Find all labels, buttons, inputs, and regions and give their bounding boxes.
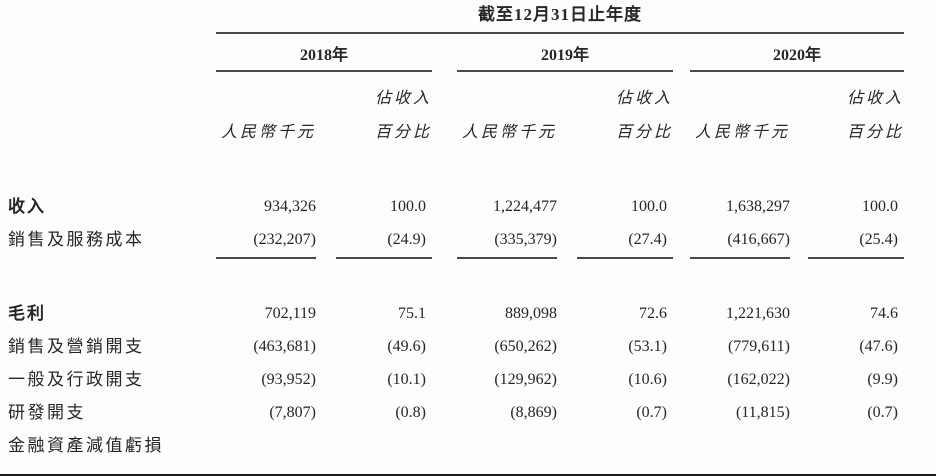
- pct-header-line2-2019: 百分比: [615, 124, 673, 141]
- year-header-row: 2018年 2019年 2020年: [0, 32, 904, 72]
- table-row-cost-of-sales: 銷售及服務成本 (232,207) (24.9) (335,379) (27.4…: [0, 229, 904, 259]
- year-header-2019: 2019年: [457, 32, 673, 72]
- amount-header-2019: 人民幣千元: [461, 124, 557, 141]
- amount-cell-2020: [690, 435, 790, 468]
- percent-cell-2019: (10.6): [628, 371, 667, 388]
- percent-cell-2018: 100.0: [390, 198, 426, 215]
- percent-cell-2019: 100.0: [631, 198, 667, 215]
- amount-cell-2019: 1,224,477: [493, 198, 557, 215]
- row-label: 研發開支: [8, 403, 86, 422]
- row-label: 銷售及營銷開支: [8, 337, 145, 356]
- percent-cell-2020: (9.9): [867, 371, 898, 388]
- row-label: 銷售及服務成本: [8, 230, 145, 249]
- amount-cell-2018: 702,119: [264, 305, 316, 322]
- percent-cell-2020: [808, 435, 904, 468]
- percent-cell-2020: (47.6): [859, 338, 898, 355]
- percent-cell-2019: [577, 435, 673, 468]
- percent-cell-2019: (0.7): [636, 404, 667, 421]
- period-header: 截至12月31日止年度: [216, 0, 904, 34]
- row-label: 收入: [8, 197, 46, 216]
- amount-header-2018: 人民幣千元: [220, 124, 316, 141]
- amount-cell-2019: (8,869): [510, 404, 557, 421]
- amount-cell-2018: 934,326: [264, 198, 316, 215]
- subheader-row-1: 佔收入 佔收入 佔收入: [0, 72, 904, 110]
- percent-cell-2020: 74.6: [870, 305, 898, 322]
- percent-cell-2018: (24.9): [336, 229, 432, 259]
- subheader-row-2: 人民幣千元 百分比 人民幣千元 百分比 人民幣千元 百分比: [0, 110, 904, 144]
- amount-cell-2019: 889,098: [505, 305, 557, 322]
- amount-cell-2020: (162,022): [727, 371, 790, 388]
- percent-cell-2018: (10.1): [387, 371, 426, 388]
- table-row-rd-expenses: 研發開支 (7,807) (0.8) (8,869) (0.7) (11,815…: [0, 402, 904, 435]
- period-header-row: 截至12月31日止年度: [0, 0, 904, 34]
- pct-header-line1-2019: 佔收入: [615, 90, 673, 107]
- percent-cell-2018: (49.6): [387, 338, 426, 355]
- amount-cell-2019: (129,962): [494, 371, 557, 388]
- pct-header-line2-2018: 百分比: [374, 124, 432, 141]
- amount-cell-2020: (779,611): [727, 338, 790, 355]
- percent-cell-2020: 100.0: [862, 198, 898, 215]
- pct-header-line1-2018: 佔收入: [374, 90, 432, 107]
- percent-cell-2020: (25.4): [808, 229, 904, 259]
- table-row-general-admin-expenses: 一般及行政開支 (93,952) (10.1) (129,962) (10.6)…: [0, 369, 904, 402]
- amount-cell-2019: [457, 435, 557, 468]
- year-header-2018: 2018年: [216, 32, 432, 72]
- amount-cell-2018: (93,952): [261, 371, 316, 388]
- percent-cell-2018: (0.8): [395, 404, 426, 421]
- spacer: [0, 259, 936, 303]
- percent-cell-2020: (0.7): [867, 404, 898, 421]
- table-row-impairment-losses-financial-assets: 金融資產減值虧損: [0, 435, 904, 468]
- table-row-revenue: 收入 934,326 100.0 1,224,477 100.0 1,638,2…: [0, 196, 904, 229]
- percent-cell-2018: [336, 435, 432, 468]
- amount-cell-2020: (416,667): [690, 229, 790, 259]
- percent-cell-2019: (27.4): [577, 229, 673, 259]
- amount-cell-2019: (650,262): [494, 338, 557, 355]
- amount-cell-2018: (232,207): [216, 229, 316, 259]
- table-row-selling-marketing-expenses: 銷售及營銷開支 (463,681) (49.6) (650,262) (53.1…: [0, 336, 904, 369]
- amount-cell-2018: (7,807): [269, 404, 316, 421]
- table-row-gross-profit: 毛利 702,119 75.1 889,098 72.6 1,221,630 7…: [0, 303, 904, 336]
- amount-header-2020: 人民幣千元: [694, 124, 790, 141]
- amount-cell-2020: 1,221,630: [726, 305, 790, 322]
- row-label: 金融資產減值虧損: [8, 436, 164, 455]
- pct-header-line1-2020: 佔收入: [846, 90, 904, 107]
- row-label: 一般及行政開支: [8, 370, 145, 389]
- amount-cell-2019: (335,379): [457, 229, 557, 259]
- year-header-2020: 2020年: [690, 32, 904, 72]
- amount-cell-2020: 1,638,297: [726, 198, 790, 215]
- percent-cell-2018: 75.1: [398, 305, 426, 322]
- spacer: [0, 144, 936, 196]
- row-label: 毛利: [8, 304, 46, 323]
- amount-cell-2020: (11,815): [735, 404, 790, 421]
- percent-cell-2019: (53.1): [628, 338, 667, 355]
- amount-cell-2018: (463,681): [253, 338, 316, 355]
- percent-cell-2019: 72.6: [639, 305, 667, 322]
- amount-cell-2018: [216, 435, 316, 468]
- pct-header-line2-2020: 百分比: [846, 124, 904, 141]
